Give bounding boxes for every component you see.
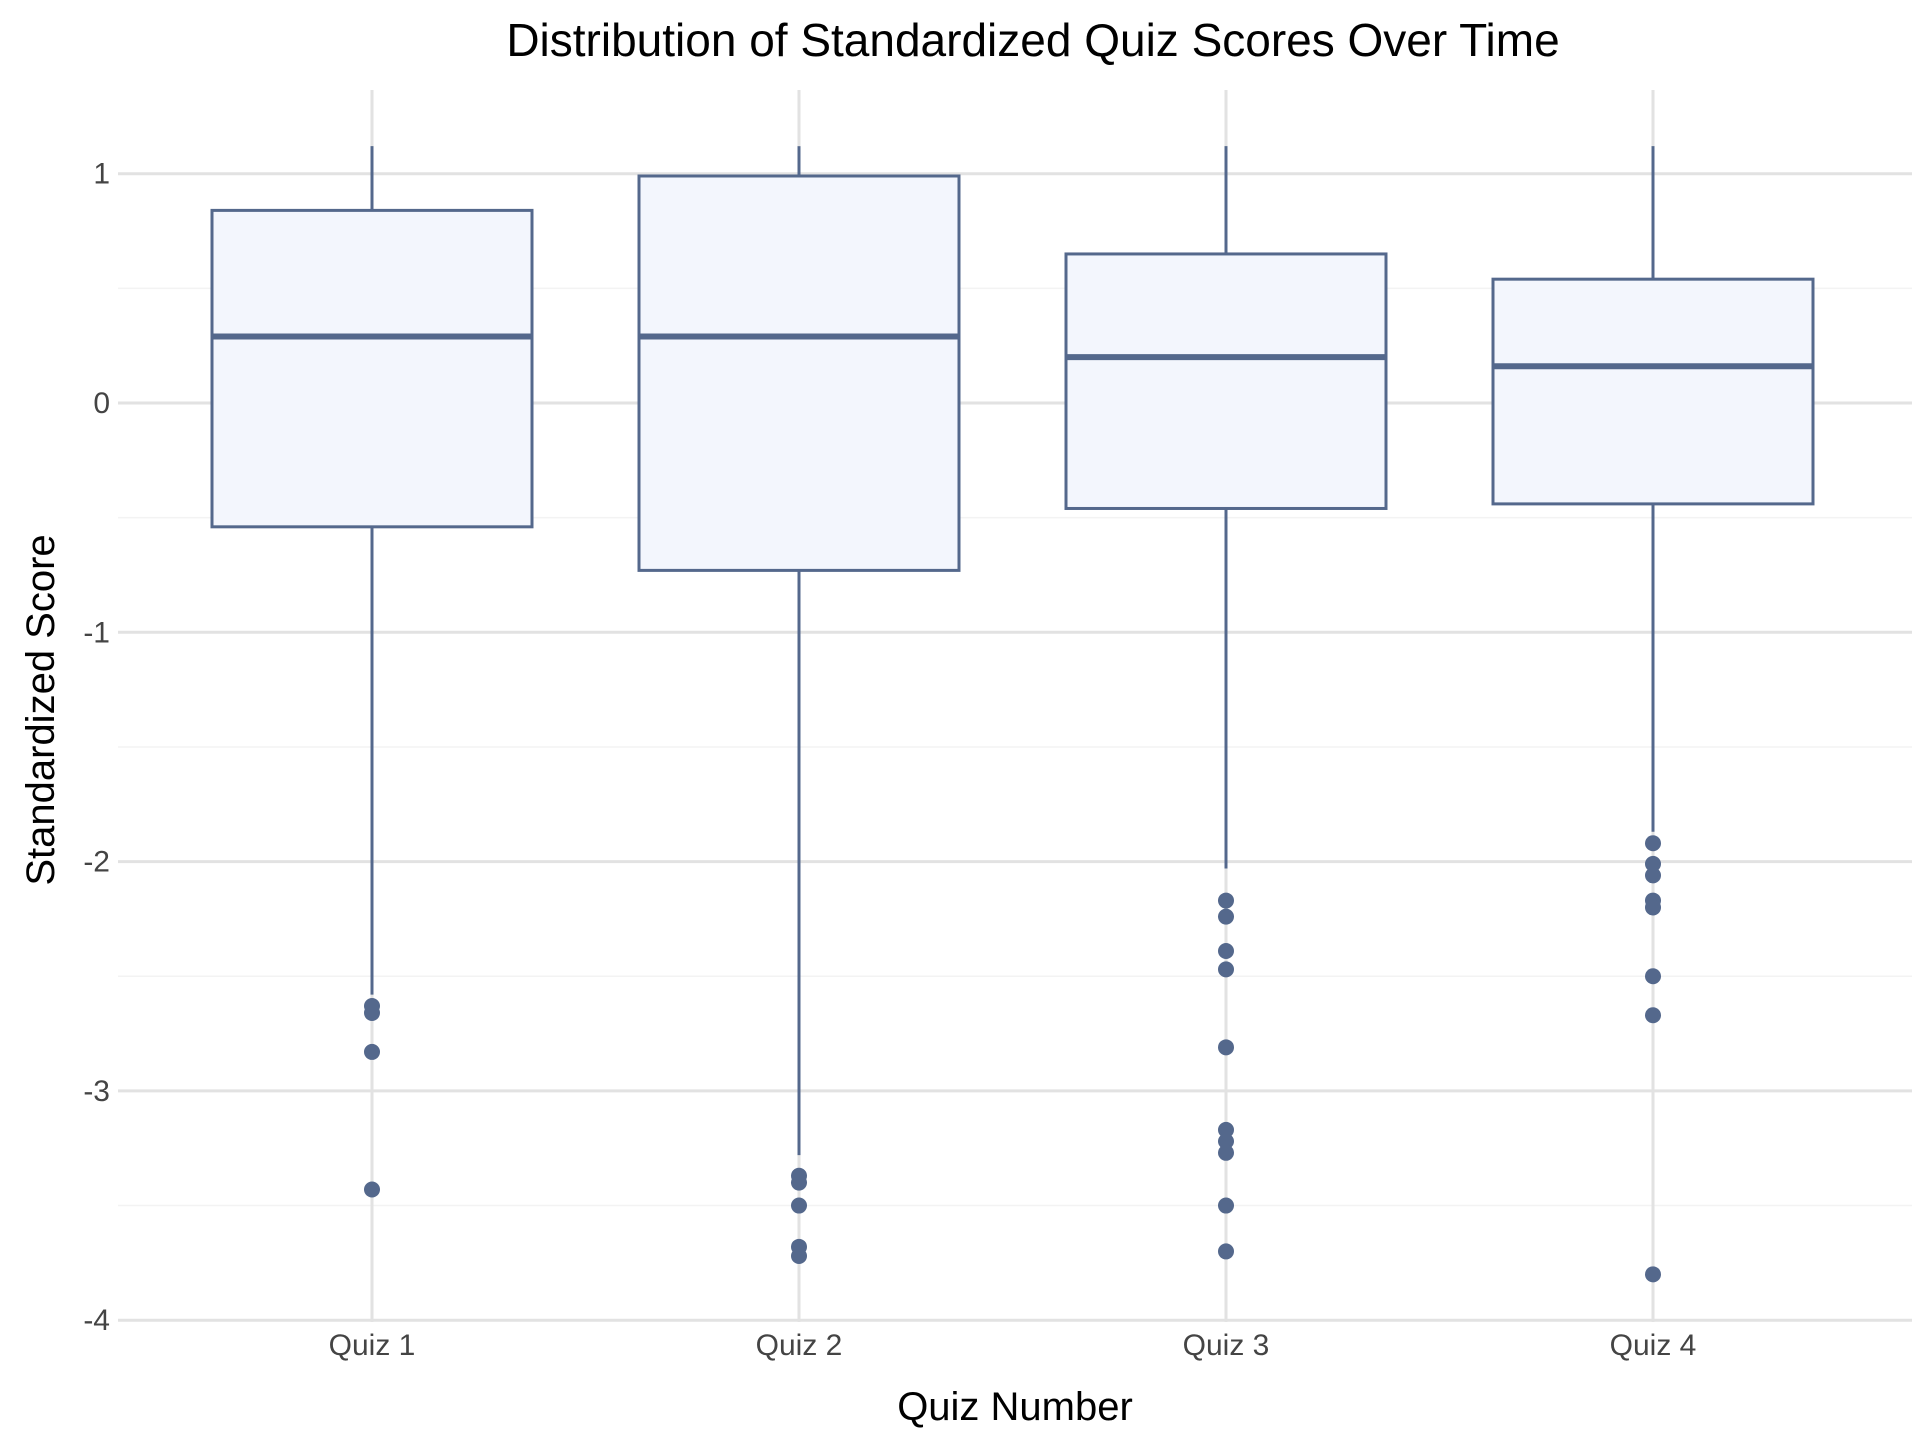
box-1	[210, 146, 534, 1198]
outlier-point	[1218, 908, 1234, 925]
box-2	[637, 146, 961, 1264]
x-tick-label: Quiz 1	[329, 1329, 416, 1362]
box-4	[1491, 146, 1815, 1283]
y-tick-label: -4	[83, 1304, 110, 1337]
outlier-point	[1218, 961, 1234, 978]
x-tick-label: Quiz 2	[756, 1329, 843, 1362]
x-tick-label: Quiz 3	[1183, 1329, 1270, 1362]
outlier-point	[1218, 943, 1234, 960]
outlier-point	[364, 1181, 380, 1198]
outlier-point	[791, 1197, 807, 1214]
outlier-point	[1645, 1266, 1661, 1283]
outlier-point	[1645, 968, 1661, 985]
chart-title: Distribution of Standardized Quiz Scores…	[506, 14, 1559, 66]
outlier-point	[1218, 1133, 1234, 1150]
outlier-point	[364, 1004, 380, 1021]
outlier-point	[1645, 835, 1661, 852]
iqr-box	[1064, 252, 1388, 510]
outlier-point	[1218, 1039, 1234, 1056]
outlier-point	[791, 1174, 807, 1191]
y-tick-label: -3	[83, 1075, 110, 1108]
y-tick-label: 1	[93, 158, 110, 191]
outlier-point	[364, 1043, 380, 1060]
outlier-point	[1218, 1144, 1234, 1161]
iqr-box	[210, 208, 534, 529]
iqr-box	[1491, 277, 1815, 506]
y-tick-label: -2	[83, 846, 110, 879]
x-axis-title: Quiz Number	[897, 1385, 1133, 1429]
outlier-point	[1645, 855, 1661, 872]
iqr-box	[637, 174, 961, 572]
box-layer	[210, 146, 1815, 1283]
y-axis-title: Standardized Score	[19, 534, 63, 885]
outlier-point	[1218, 892, 1234, 909]
outlier-point	[1645, 867, 1661, 884]
box-3	[1064, 146, 1388, 1260]
y-tick-label-layer: 1 0 -1 -2 -3 -4	[83, 158, 110, 1337]
outlier-point	[1218, 1243, 1234, 1260]
x-tick-label-layer: Quiz 1 Quiz 2 Quiz 3 Quiz 4	[329, 1329, 1697, 1362]
outlier-point	[791, 1247, 807, 1264]
outlier-point	[1645, 899, 1661, 916]
y-tick-label: -1	[83, 616, 110, 649]
y-tick-label: 0	[93, 387, 110, 420]
outlier-point	[1645, 1007, 1661, 1024]
outlier-point	[1218, 1121, 1234, 1138]
x-tick-label: Quiz 4	[1610, 1329, 1697, 1362]
outlier-point	[1218, 1197, 1234, 1214]
